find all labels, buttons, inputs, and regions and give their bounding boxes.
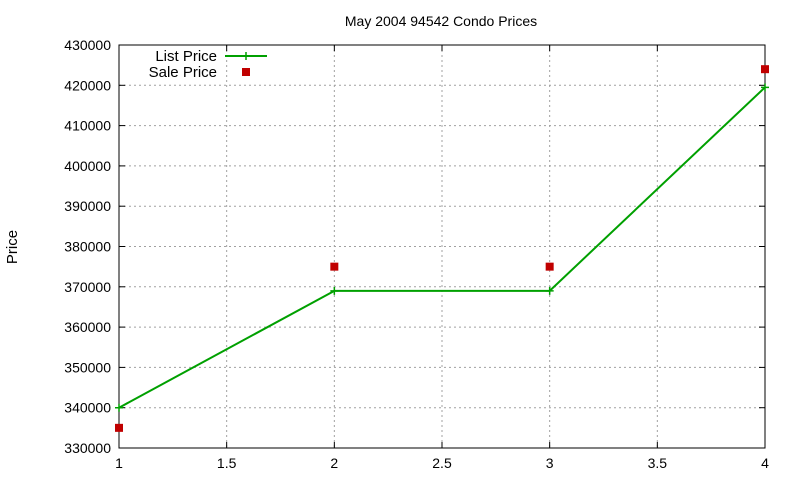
y-tick-label: 390000 xyxy=(64,198,111,214)
chart-title: May 2004 94542 Condo Prices xyxy=(345,13,537,29)
data-point xyxy=(115,423,123,432)
data-point xyxy=(330,286,339,295)
x-tick-label: 1 xyxy=(115,455,123,471)
y-tick-label: 430000 xyxy=(64,37,111,53)
x-tick-label: 3 xyxy=(546,455,554,471)
x-tick-label: 4 xyxy=(761,455,769,471)
y-tick-label: 380000 xyxy=(64,239,111,255)
y-tick-label: 340000 xyxy=(64,400,111,416)
legend-label: List Price xyxy=(155,48,217,65)
y-tick-label: 400000 xyxy=(64,158,111,174)
data-point xyxy=(545,262,554,271)
x-tick-label: 3.5 xyxy=(648,455,668,471)
x-tick-label: 2 xyxy=(330,455,338,471)
y-tick-label: 420000 xyxy=(64,77,111,93)
grid xyxy=(119,45,765,448)
data-point xyxy=(115,403,123,412)
legend-marker xyxy=(242,68,250,76)
x-tick-label: 2.5 xyxy=(432,455,452,471)
legend-marker xyxy=(242,52,250,60)
axis-ticks: 1 1.5 2 2.5 3 3.5 4 330000 340000 350000 360000 370… xyxy=(64,37,769,471)
series-line xyxy=(118,86,766,409)
y-tick-label: 350000 xyxy=(64,359,111,375)
x-tick-label: 1.5 xyxy=(217,455,237,471)
y-tick-label: 330000 xyxy=(64,440,111,456)
data-point xyxy=(761,83,769,92)
data-point xyxy=(330,262,339,271)
y-tick-label: 370000 xyxy=(64,279,111,295)
legend-item: List Price xyxy=(155,48,267,65)
series-0 xyxy=(115,83,769,412)
data-point xyxy=(545,286,554,295)
legend-label: Sale Price xyxy=(149,64,217,81)
series-1 xyxy=(115,65,769,432)
y-tick-label: 360000 xyxy=(64,319,111,335)
y-tick-label: 410000 xyxy=(64,118,111,134)
y-axis-label: Price xyxy=(4,230,21,264)
series xyxy=(115,65,769,432)
legend-item: Sale Price xyxy=(149,64,250,81)
data-point xyxy=(761,65,769,74)
